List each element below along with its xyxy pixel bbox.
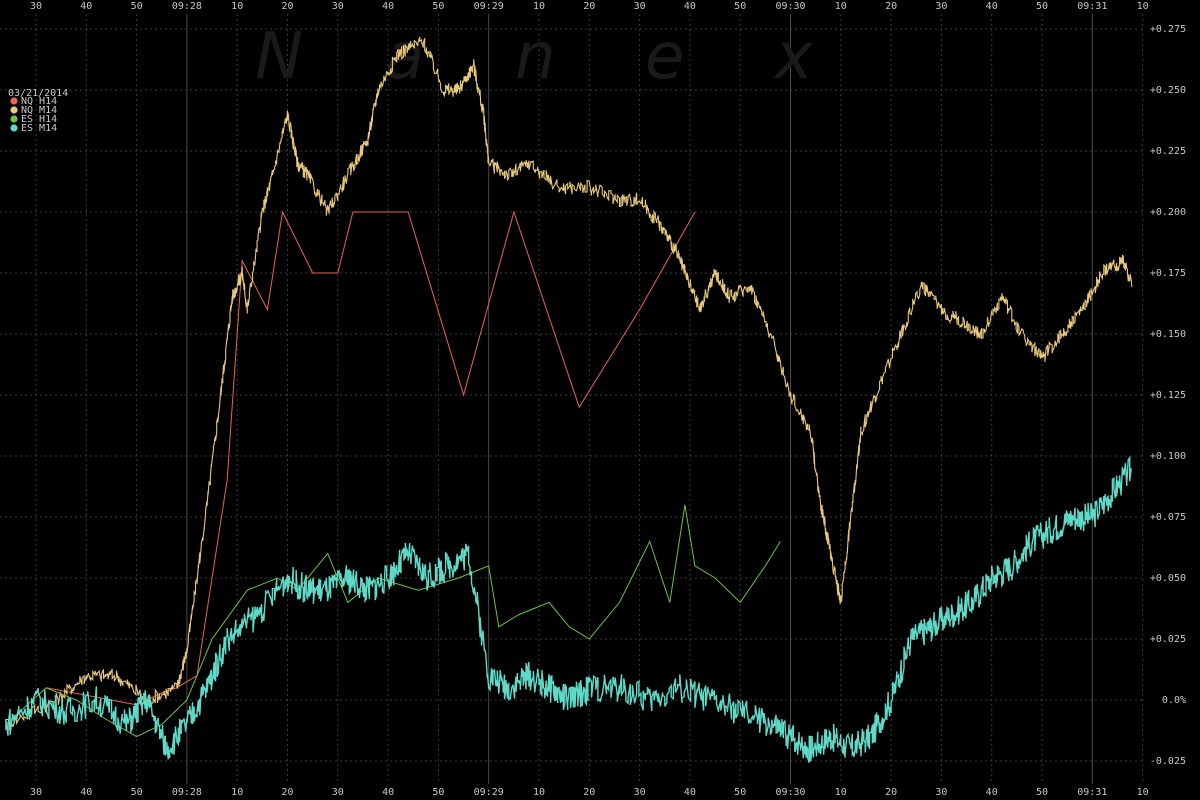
x-tick-label-top: 10 (533, 1, 545, 12)
x-tick-label-top: 30 (30, 1, 42, 12)
x-tick-label-bottom: 30 (634, 787, 646, 798)
x-tick-label-top: 09:30 (775, 1, 805, 12)
y-tick-label: +0.250 (1150, 85, 1186, 96)
x-tick-label-top: 50 (432, 1, 444, 12)
legend-date: 03/21/2014 (8, 88, 68, 99)
x-tick-label-top: 30 (935, 1, 947, 12)
x-tick-label-top: 10 (1137, 1, 1149, 12)
x-tick-label-top: 09:31 (1077, 1, 1107, 12)
x-tick-label-bottom: 20 (281, 787, 293, 798)
y-tick-label: +0.175 (1150, 268, 1186, 279)
x-tick-label-bottom: 20 (583, 787, 595, 798)
x-tick-label-bottom: 10 (1137, 787, 1149, 798)
legend-entry: ES H14 (21, 114, 57, 125)
x-tick-label-top: 09:29 (474, 1, 504, 12)
y-tick-label: +0.275 (1150, 24, 1186, 35)
x-tick-label-bottom: 40 (986, 787, 998, 798)
x-tick-label-bottom: 09:29 (474, 787, 504, 798)
x-tick-label-top: 50 (734, 1, 746, 12)
y-tick-label: 0.0% (1162, 695, 1186, 706)
x-tick-label-top: 40 (80, 1, 92, 12)
x-tick-label-bottom: 10 (231, 787, 243, 798)
x-axis-top: 30 40 50 09:28 10 20 30 40 50 09:29 10 20 30 40 50 09:3… (30, 1, 1149, 12)
y-tick-label: +0.075 (1150, 512, 1186, 523)
watermark-letter: n (515, 20, 556, 94)
x-tick-label-top: 20 (281, 1, 293, 12)
y-tick-label: +0.200 (1150, 207, 1186, 218)
x-tick-label-bottom: 30 (332, 787, 344, 798)
x-tick-label-top: 10 (835, 1, 847, 12)
x-tick-label-top: 40 (382, 1, 394, 12)
x-tick-label-bottom: 10 (835, 787, 847, 798)
y-tick-label: +0.125 (1150, 390, 1186, 401)
series-line-2 (5, 504, 781, 738)
y-tick-label: -0.025 (1150, 756, 1186, 767)
x-tick-label-top: 30 (634, 1, 646, 12)
legend-marker (10, 115, 18, 123)
y-tick-label: +0.225 (1150, 146, 1186, 157)
x-tick-label-bottom: 30 (935, 787, 947, 798)
series-line-1 (5, 36, 1133, 731)
chart-grid (0, 14, 1145, 784)
x-tick-label-top: 30 (332, 1, 344, 12)
legend-entry: NQ H14 (21, 96, 57, 107)
x-tick-label-bottom: 50 (131, 787, 143, 798)
watermark-letter: x (773, 20, 814, 94)
x-tick-label-bottom: 09:31 (1077, 787, 1107, 798)
x-tick-label-bottom: 30 (30, 787, 42, 798)
y-tick-label: +0.100 (1150, 451, 1186, 462)
x-tick-label-top: 50 (131, 1, 143, 12)
x-tick-label-top: 50 (1036, 1, 1048, 12)
legend-marker (10, 97, 18, 105)
watermark-letter: N (255, 20, 303, 94)
x-tick-label-bottom: 10 (533, 787, 545, 798)
x-tick-label-bottom: 09:28 (172, 787, 202, 798)
x-tick-label-bottom: 40 (684, 787, 696, 798)
y-tick-label: +0.025 (1150, 634, 1186, 645)
x-tick-label-top: 10 (231, 1, 243, 12)
x-tick-label-bottom: 50 (432, 787, 444, 798)
legend-entry: ES M14 (21, 123, 57, 134)
x-tick-label-bottom: 50 (1036, 787, 1048, 798)
y-tick-label: +0.150 (1150, 329, 1186, 340)
x-tick-label-bottom: 20 (885, 787, 897, 798)
plot-area (5, 36, 1133, 763)
x-tick-label-bottom: 40 (80, 787, 92, 798)
x-tick-label-top: 09:28 (172, 1, 202, 12)
x-tick-label-top: 20 (885, 1, 897, 12)
x-tick-label-bottom: 09:30 (775, 787, 805, 798)
x-tick-label-bottom: 50 (734, 787, 746, 798)
watermark-letter: a (385, 20, 424, 94)
y-axis-right: +0.275 +0.250 +0.225 +0.200 +0.175 +0.150 +0.1… (1150, 24, 1186, 767)
watermark-letter: e (645, 20, 684, 94)
x-tick-label-top: 40 (684, 1, 696, 12)
legend-marker (10, 124, 18, 132)
x-tick-label-top: 40 (986, 1, 998, 12)
series-line-0 (46, 210, 696, 706)
series-line-3 (5, 455, 1132, 763)
y-tick-label: +0.050 (1150, 573, 1186, 584)
x-tick-label-bottom: 40 (382, 787, 394, 798)
x-axis-bottom: 30 40 50 09:28 10 20 30 40 50 09:29 10 20 30 40 50 09:3… (30, 787, 1149, 798)
legend-entry: NQ M14 (21, 105, 57, 116)
legend-marker (10, 106, 18, 114)
x-tick-label-top: 20 (583, 1, 595, 12)
